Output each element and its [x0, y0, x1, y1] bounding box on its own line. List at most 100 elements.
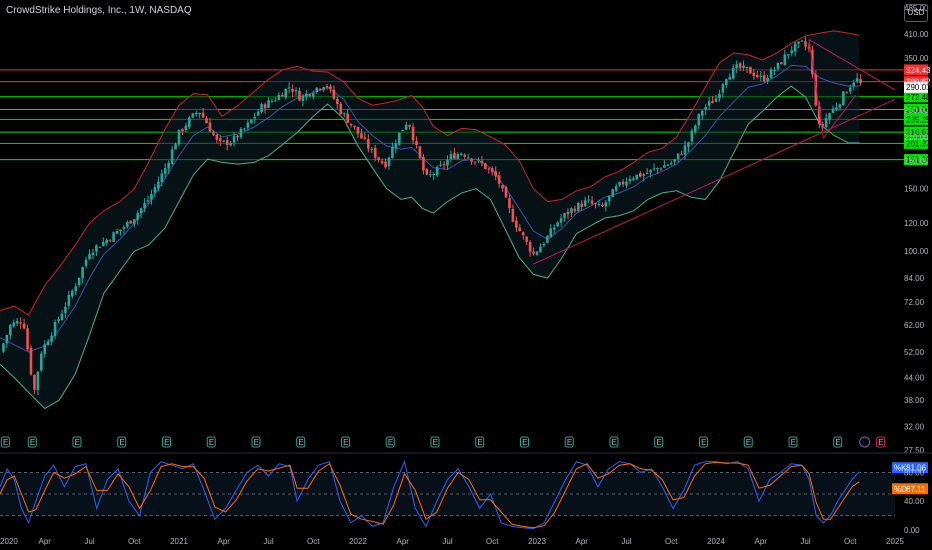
candle-body-150 [518, 227, 522, 232]
candle-body-155 [535, 251, 539, 255]
candle-body-109 [377, 157, 380, 160]
x-tick-19: Oct [844, 537, 857, 546]
y-tick-11: 72.00 [904, 298, 925, 307]
stoch-y-tick-0: 80.00 [904, 468, 925, 477]
candle-body-218 [752, 72, 756, 77]
candle-body-237 [817, 106, 821, 125]
candle-body-214 [738, 63, 742, 68]
candle-body-55 [191, 113, 195, 118]
candle-body-209 [721, 84, 725, 93]
candle-body-177 [611, 189, 615, 197]
candle-body-100 [346, 113, 349, 123]
earnings-marker-label-8: E [343, 438, 348, 447]
candle-body-123 [425, 169, 429, 175]
candle-body-113 [391, 146, 394, 159]
earnings-marker-3 [117, 436, 127, 448]
x-tick-0: 2020 [0, 537, 18, 546]
candle-body-10 [36, 371, 40, 391]
y-tick-17: 27.50 [904, 446, 925, 455]
candle-body-192 [663, 165, 666, 168]
candle-body-40 [139, 208, 143, 214]
candle-body-1 [5, 334, 9, 344]
earnings-marker-label-18: E [791, 438, 796, 447]
candle-body-12 [43, 344, 47, 354]
candle-body-212 [731, 67, 735, 79]
candle-body-31 [108, 240, 112, 242]
candle-body-204 [704, 106, 707, 110]
earnings-marker-label-15: E [656, 438, 661, 447]
trendline-1 [808, 39, 824, 139]
candle-body-38 [132, 219, 136, 225]
candle-body-6 [22, 323, 26, 329]
candle-body-220 [759, 75, 763, 77]
candle-body-166 [573, 208, 577, 212]
candle-body-133 [459, 153, 463, 155]
candle-body-120 [415, 141, 418, 145]
y-tick-5: 210.00 [904, 133, 929, 142]
candle-body-160 [552, 227, 556, 230]
candle-body-171 [590, 200, 594, 204]
candle-body-3 [12, 322, 16, 327]
y-tick-8: 120.00 [904, 219, 929, 228]
candle-body-70 [243, 128, 246, 130]
candle-body-104 [360, 133, 363, 139]
candle-body-80 [277, 94, 281, 100]
earnings-marker-4 [161, 436, 171, 448]
next-earnings-marker [876, 436, 886, 448]
candle-body-92 [318, 88, 322, 90]
candle-body-148 [511, 208, 515, 222]
symbol-title: CrowdStrike Holdings, Inc., 1W, NASDAQ [6, 5, 192, 16]
candle-body-127 [439, 164, 442, 166]
candle-body-154 [532, 251, 535, 254]
earnings-marker-2 [72, 436, 82, 448]
candle-body-102 [353, 125, 356, 128]
candle-body-231 [797, 41, 800, 44]
candle-body-84 [291, 88, 294, 92]
y-tick-6: 180.00 [904, 157, 929, 166]
candle-body-79 [274, 100, 277, 102]
candle-body-86 [298, 90, 301, 101]
candle-body-168 [580, 203, 584, 207]
y-tick-12: 62.00 [904, 321, 925, 330]
candle-body-26 [91, 252, 95, 256]
candle-body-243 [838, 104, 842, 108]
bollinger-bands-layer [0, 30, 860, 410]
candle-body-9 [33, 374, 36, 390]
candle-body-208 [718, 93, 721, 99]
candle-body-118 [408, 124, 411, 127]
candle-body-213 [735, 64, 738, 69]
x-tick-13: Apr [576, 537, 589, 546]
candle-body-172 [594, 203, 597, 205]
candle-body-35 [122, 227, 126, 229]
candle-body-7 [26, 328, 29, 350]
candle-body-18 [64, 306, 67, 313]
earnings-marker-label-17: E [746, 438, 751, 447]
level-label-bg-7 [904, 154, 928, 166]
candle-body-5 [19, 322, 22, 324]
candle-body-205 [707, 101, 711, 106]
earnings-marker-label-14: E [612, 438, 617, 447]
earnings-marker-label-5: E [209, 438, 214, 447]
candle-body-53 [184, 125, 188, 130]
candle-body-143 [494, 171, 497, 177]
candle-body-180 [621, 181, 625, 185]
candle-body-189 [652, 168, 656, 170]
candle-body-108 [373, 147, 377, 158]
current-price-label-bg [904, 81, 928, 93]
candle-body-157 [542, 243, 546, 246]
currency-button[interactable]: USD [904, 4, 928, 22]
bollinger-band-fill [0, 30, 860, 409]
candle-body-78 [270, 100, 274, 102]
candle-body-16 [57, 319, 60, 322]
x-tick-3: Oct [128, 537, 141, 546]
earnings-marker-label-16: E [701, 438, 706, 447]
earnings-marker-9 [385, 436, 395, 448]
y-tick-9: 100.00 [904, 247, 929, 256]
candle-body-139 [480, 160, 484, 164]
y-tick-2: 350.00 [904, 54, 929, 63]
candle-body-2 [9, 325, 12, 336]
level-label-4: 235.25 [906, 115, 931, 124]
candle-body-52 [181, 129, 184, 132]
x-tick-4: 2021 [170, 537, 188, 546]
